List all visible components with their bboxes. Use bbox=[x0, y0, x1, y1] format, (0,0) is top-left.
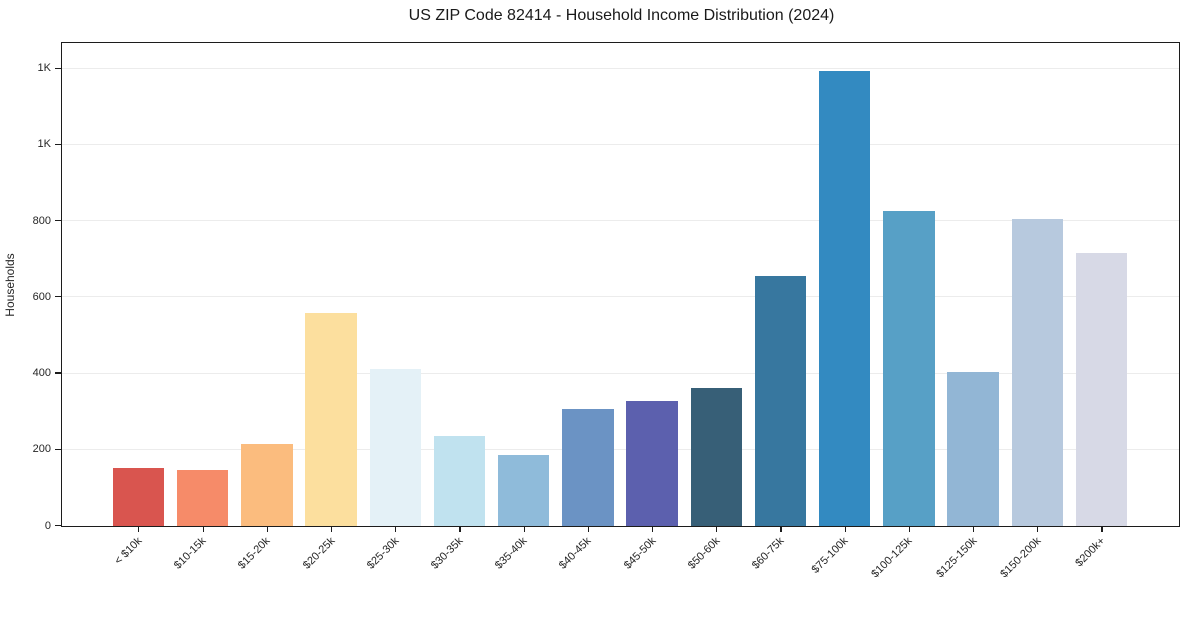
y-tick-label: 800 bbox=[32, 214, 51, 227]
x-tick-mark bbox=[330, 527, 333, 532]
x-tick-mark bbox=[138, 527, 140, 532]
bar-$100-125k bbox=[883, 211, 935, 526]
y-axis-label: Households bbox=[3, 253, 17, 317]
x-tick-mark bbox=[780, 527, 782, 532]
bar-$60-75k bbox=[754, 276, 807, 526]
x-tick-mark bbox=[523, 527, 525, 532]
x-tick-mark bbox=[266, 527, 268, 532]
y-tick-label: 0 bbox=[44, 519, 51, 532]
figure: US ZIP Code 82414 - Household Income Dis… bbox=[3, 7, 1180, 580]
gridline bbox=[62, 220, 1179, 222]
bar-$50-60k bbox=[690, 387, 742, 526]
y-tick-label: 1K bbox=[37, 62, 51, 75]
bar-$45-50k bbox=[626, 401, 678, 526]
y-tick-mark bbox=[55, 296, 61, 298]
plot-area bbox=[61, 42, 1180, 527]
bar-$25-30k bbox=[369, 368, 421, 526]
bar-$10-15k bbox=[176, 470, 229, 526]
bar-< $10k bbox=[112, 468, 165, 526]
y-tick-label: 600 bbox=[32, 290, 51, 303]
y-tick-mark bbox=[55, 372, 61, 374]
x-tick-mark bbox=[908, 527, 911, 532]
bar-$40-45k bbox=[562, 409, 614, 526]
bar-$20-25k bbox=[305, 313, 357, 526]
gridline bbox=[62, 448, 1179, 450]
x-tick-mark bbox=[1037, 527, 1039, 532]
bar-$200k+ bbox=[1075, 253, 1128, 526]
gridline bbox=[62, 296, 1179, 298]
y-tick-mark bbox=[55, 448, 61, 450]
y-tick-mark bbox=[55, 524, 61, 527]
bar-$35-40k bbox=[497, 455, 550, 526]
bar-$125-150k bbox=[947, 372, 999, 526]
y-tick-label: 400 bbox=[32, 367, 51, 380]
x-tick-mark bbox=[202, 527, 204, 532]
gridline bbox=[62, 67, 1179, 69]
y-tick-label: 200 bbox=[32, 443, 51, 456]
x-tick-mark bbox=[587, 527, 589, 532]
x-tick-mark bbox=[716, 527, 718, 532]
chart-title: US ZIP Code 82414 - Household Income Dis… bbox=[408, 7, 835, 24]
bar-$150-200k bbox=[1011, 218, 1064, 526]
gridline bbox=[62, 372, 1179, 374]
y-tick-mark bbox=[55, 67, 61, 69]
x-tick-mark bbox=[1101, 527, 1103, 532]
y-tick-label: 1K bbox=[37, 138, 51, 151]
x-tick-mark bbox=[844, 527, 846, 532]
gridline bbox=[62, 143, 1179, 145]
x-tick-mark bbox=[973, 527, 975, 532]
bar-$75-100k bbox=[819, 70, 871, 526]
x-tick-mark bbox=[395, 527, 397, 532]
bar-$30-35k bbox=[433, 436, 486, 526]
x-tick-mark bbox=[652, 527, 654, 532]
bar-$15-20k bbox=[241, 444, 293, 526]
x-tick-mark bbox=[459, 527, 461, 532]
y-tick-mark bbox=[55, 143, 61, 146]
y-tick-mark bbox=[55, 220, 61, 222]
